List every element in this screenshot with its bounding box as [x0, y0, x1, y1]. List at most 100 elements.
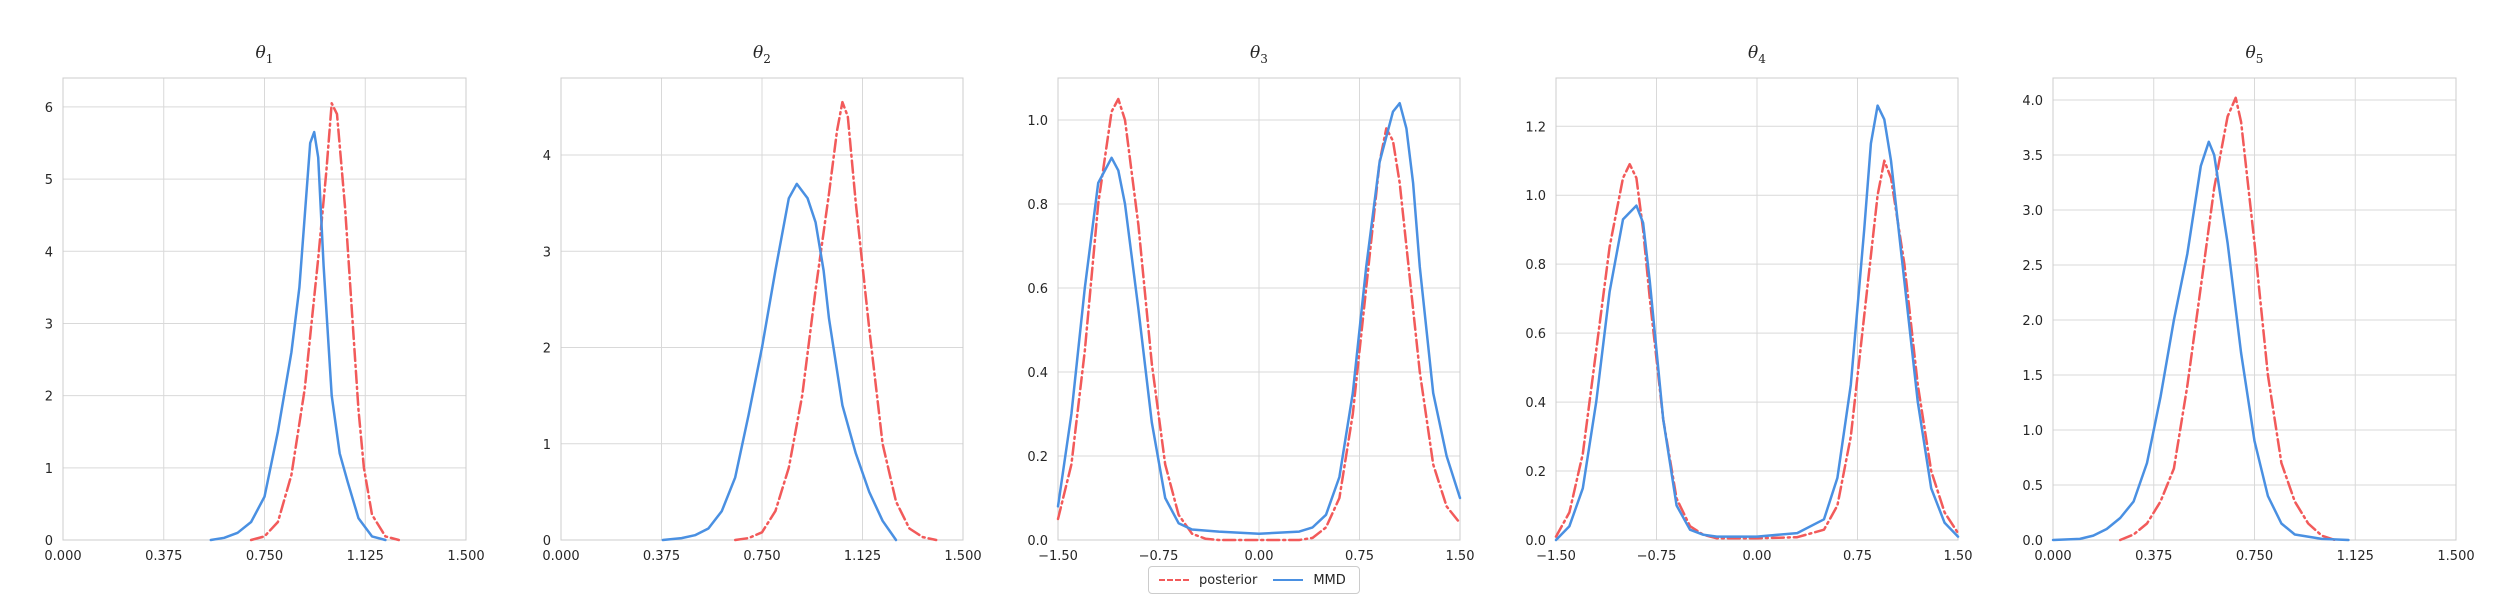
x-tick-label: 1.50 — [1944, 549, 1973, 560]
x-tick-label: 1.500 — [447, 549, 484, 560]
x-tick-label: 0.375 — [643, 549, 680, 560]
title-subscript: 2 — [763, 52, 771, 66]
legend: posterior MMD — [1148, 566, 1360, 594]
plot-frame — [62, 77, 467, 541]
x-tick-label: 1.50 — [1446, 549, 1475, 560]
x-tick-label: 1.125 — [347, 549, 384, 560]
x-tick-label: 0.375 — [145, 549, 182, 560]
legend-swatch-mmd — [1273, 579, 1304, 581]
title-symbol: θ — [1748, 43, 1758, 63]
title-symbol: θ — [2246, 43, 2256, 63]
y-tick-label: 0.6 — [1027, 282, 1048, 297]
y-tick-label: 0 — [543, 534, 551, 549]
subplot-title: θ1 — [256, 43, 274, 66]
y-tick-label: 0.8 — [1525, 258, 1546, 273]
y-tick-label: 1.2 — [1525, 120, 1546, 135]
legend-swatch-posterior — [1159, 579, 1189, 581]
series-line-mmd — [661, 182, 898, 542]
y-tick-label: 3.0 — [2022, 204, 2043, 219]
x-tick-label: 0.00 — [1245, 549, 1274, 560]
y-tick-label: 2 — [543, 342, 551, 357]
y-tick-label: 0.4 — [1525, 396, 1546, 411]
subplot-title: θ2 — [753, 43, 771, 66]
y-tick-label: 1.0 — [1525, 189, 1546, 204]
y-tick-label: 0.8 — [1027, 198, 1048, 213]
x-tick-label: 1.500 — [2437, 549, 2474, 560]
x-tick-label: 0.000 — [2034, 549, 2071, 560]
y-tick-label: 3.5 — [2022, 149, 2043, 164]
x-tick-label: 0.00 — [1743, 549, 1772, 560]
y-tick-label: 1.5 — [2022, 369, 2043, 384]
y-tick-label: 0 — [45, 534, 53, 549]
x-tick-label: 0.750 — [743, 549, 780, 560]
y-tick-label: 2.5 — [2022, 259, 2043, 274]
series-line-posterior — [733, 100, 938, 542]
x-tick-label: 0.75 — [1345, 549, 1374, 560]
x-tick-label: 0.000 — [44, 549, 81, 560]
y-tick-label: 6 — [45, 101, 53, 116]
legend-label-mmd: MMD — [1313, 572, 1346, 588]
y-tick-label: 1.0 — [2022, 424, 2043, 439]
y-tick-label: 5 — [45, 173, 53, 188]
y-tick-label: 1.0 — [1027, 114, 1048, 129]
title-symbol: θ — [1250, 43, 1260, 63]
series-line-posterior — [1056, 97, 1462, 542]
x-tick-label: −1.50 — [1038, 549, 1078, 560]
plot-frame — [560, 77, 964, 541]
series-line-mmd — [1554, 104, 1960, 542]
series-line-mmd — [2051, 140, 2350, 542]
x-tick-label: −0.75 — [1637, 549, 1677, 560]
legend-item-mmd: MMD — [1273, 572, 1346, 588]
x-tick-label: 0.750 — [246, 549, 283, 560]
series-line-posterior — [249, 102, 401, 542]
title-subscript: 4 — [1758, 52, 1766, 66]
subplot-title: θ5 — [2246, 43, 2264, 66]
x-tick-label: 0.000 — [542, 549, 579, 560]
y-tick-label: 0.4 — [1027, 366, 1048, 381]
y-tick-label: 0.2 — [1027, 450, 1048, 465]
plot-frame — [1555, 77, 1959, 541]
title-subscript: 5 — [2256, 52, 2264, 66]
y-tick-label: 2 — [45, 390, 53, 405]
series-line-mmd — [209, 130, 387, 542]
series-line-mmd — [1056, 101, 1462, 535]
title-symbol: θ — [753, 43, 763, 63]
y-tick-label: 0.6 — [1525, 327, 1546, 342]
y-tick-label: 3 — [45, 317, 53, 332]
subplot-title: θ3 — [1250, 43, 1268, 66]
x-tick-label: 1.125 — [844, 549, 881, 560]
x-tick-label: −0.75 — [1139, 549, 1179, 560]
series-line-posterior — [1554, 159, 1960, 540]
series-line-posterior — [2118, 96, 2337, 542]
x-tick-label: −1.50 — [1536, 549, 1576, 560]
legend-item-posterior: posterior — [1159, 573, 1257, 588]
plot-frame — [2052, 77, 2457, 541]
x-tick-label: 0.375 — [2135, 549, 2172, 560]
y-tick-label: 4 — [45, 245, 53, 260]
title-subscript: 1 — [266, 52, 274, 66]
y-tick-label: 0.0 — [1525, 534, 1546, 549]
y-tick-label: 0.5 — [2022, 479, 2043, 494]
title-subscript: 3 — [1260, 52, 1268, 66]
subplot-3: −1.50 −0.75 0.00 0.75 1.50 0.0 0.2 0.4 0.6 0.8 1.0… — [1027, 43, 1474, 560]
y-tick-label: 1 — [45, 462, 53, 477]
y-tick-label: 0.0 — [1027, 534, 1048, 549]
plot-frame — [1057, 77, 1461, 541]
x-tick-label: 0.75 — [1843, 549, 1872, 560]
title-symbol: θ — [256, 43, 266, 63]
y-tick-label: 0.2 — [1525, 465, 1546, 480]
subplot-5: 0.000 0.375 0.750 1.125 1.500 0.0 0.5 1.0 1.5 2.0… — [2022, 43, 2474, 560]
x-tick-label: 1.125 — [2337, 549, 2374, 560]
x-tick-label: 0.750 — [2236, 549, 2273, 560]
y-tick-label: 2.0 — [2022, 314, 2043, 329]
y-tick-label: 3 — [543, 245, 551, 260]
y-tick-label: 1 — [543, 438, 551, 453]
subplot-4: −1.50 −0.75 0.00 0.75 1.50 0.0 0.2 0.4 0.6 0.8 1.0… — [1525, 43, 1972, 560]
x-tick-label: 1.500 — [944, 549, 981, 560]
y-tick-label: 4.0 — [2022, 94, 2043, 109]
legend-label-posterior: posterior — [1199, 572, 1258, 588]
y-tick-label: 4 — [543, 149, 551, 164]
